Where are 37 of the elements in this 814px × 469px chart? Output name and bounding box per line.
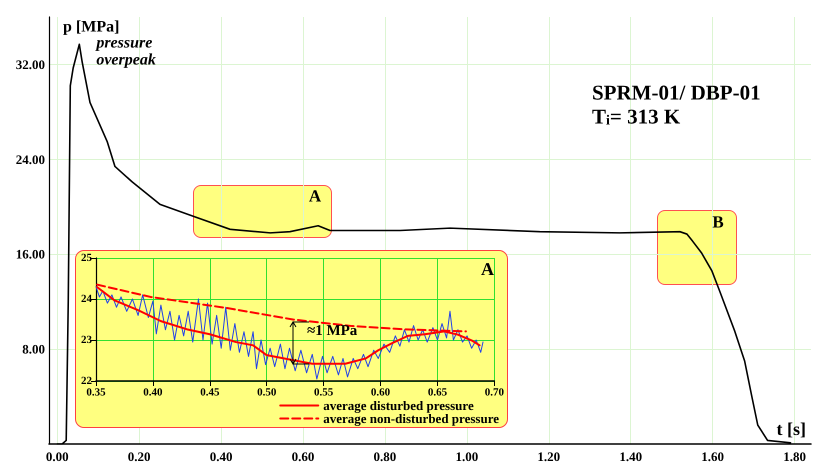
x-tick-label: 0.60	[370, 386, 391, 398]
annotation: A	[308, 186, 322, 206]
line-series	[96, 286, 484, 380]
y-tick-label: 22	[81, 375, 92, 387]
x-tick-label: 0.20	[128, 449, 151, 464]
x-tick-label: 1.60	[701, 449, 724, 464]
x-tick-label: 0.40	[210, 449, 232, 464]
x-tick-label: 1.00	[455, 449, 478, 464]
x-tick-label: 1.20	[537, 449, 560, 464]
x-tick-label: 0.35	[86, 386, 106, 398]
y-tick-label: 23	[81, 334, 92, 346]
x-tick-label: 0.80	[374, 449, 396, 464]
y-tick-label: 16.00	[16, 246, 45, 262]
x-tick-label: 0.40	[143, 386, 164, 398]
x-tick-label: 1.40	[619, 449, 642, 464]
x-tick-label: 0.65	[428, 386, 448, 398]
y-tick-label: 24	[81, 293, 92, 305]
legend-label: average disturbed pressure	[323, 398, 474, 413]
x-tick-label: 0.60	[292, 449, 314, 464]
text: SPRM-01/ DBP-01	[592, 80, 761, 104]
y-axis-title: p [MPa]	[63, 18, 120, 36]
x-tick-label: 0.00	[46, 449, 69, 464]
x-axis-title: t [s]	[776, 419, 806, 439]
y-tick-label: 24.00	[16, 152, 45, 167]
x-tick-label: 0.70	[484, 386, 504, 398]
y-tick-label: 25	[81, 252, 92, 264]
annotation: A	[481, 259, 494, 279]
annotation: ≈1 MPa	[307, 323, 358, 339]
y-tick-label: 32.00	[16, 56, 45, 72]
x-tick-label: 0.45	[200, 386, 220, 398]
text: Ti= 313 K	[592, 104, 681, 128]
x-tick-label: 1.80	[783, 449, 806, 464]
x-tick-label: 0.55	[314, 386, 334, 398]
annotation: B	[712, 212, 724, 232]
annotation: pressure overpeak	[94, 34, 156, 68]
x-tick-label: 0.50	[257, 386, 277, 398]
y-tick-label: 8.00	[22, 342, 45, 357]
